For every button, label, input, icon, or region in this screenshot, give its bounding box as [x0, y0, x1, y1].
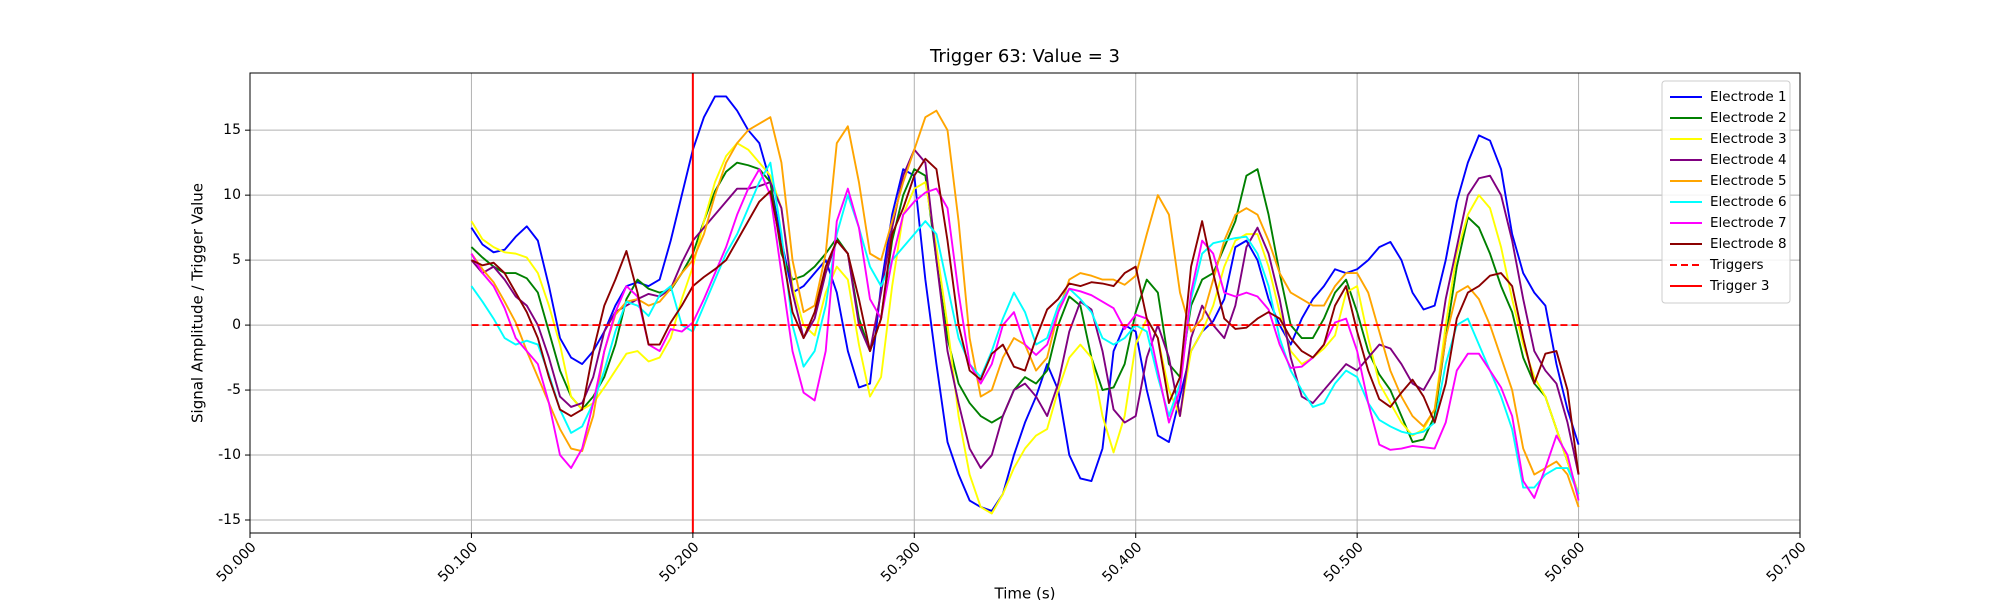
legend-label: Trigger 3 — [1709, 278, 1769, 294]
y-tick-label: -5 — [227, 382, 241, 398]
legend-box — [1661, 80, 1791, 304]
series-line — [470, 161, 1580, 495]
x-axis-label: Time (s) — [994, 585, 1056, 600]
legend-label: Electrode 3 — [1710, 131, 1787, 147]
legend-label: Electrode 7 — [1710, 215, 1787, 231]
series-line — [470, 168, 1580, 501]
y-tick-label: 0 — [232, 317, 241, 333]
series-line — [470, 142, 1580, 515]
y-tick-label: 10 — [223, 187, 241, 203]
legend-label: Electrode 8 — [1710, 236, 1787, 252]
series-line — [470, 95, 1580, 512]
plot-frame — [249, 72, 1801, 534]
legend-label: Electrode 2 — [1710, 110, 1787, 126]
legend-label: Electrode 4 — [1710, 152, 1787, 168]
legend-label: Electrode 1 — [1710, 89, 1787, 105]
y-tick-label: -15 — [218, 512, 241, 528]
y-tick-label: 15 — [223, 122, 241, 138]
y-tick-label: 5 — [232, 252, 241, 268]
y-axis-label: Signal Amplitude / Trigger Value — [189, 183, 207, 423]
legend-label: Triggers — [1709, 257, 1764, 273]
series-line — [470, 148, 1580, 475]
series-line — [471, 157, 1580, 475]
y-tick-label: -10 — [218, 447, 241, 463]
legend-label: Electrode 6 — [1710, 194, 1787, 210]
chart-title: Trigger 63: Value = 3 — [929, 46, 1120, 67]
legend: Electrode 1 Electrode 2 Electrode 3 Electro… — [1661, 80, 1791, 304]
legend-label: Electrode 5 — [1710, 173, 1787, 189]
series-line — [470, 161, 1580, 495]
